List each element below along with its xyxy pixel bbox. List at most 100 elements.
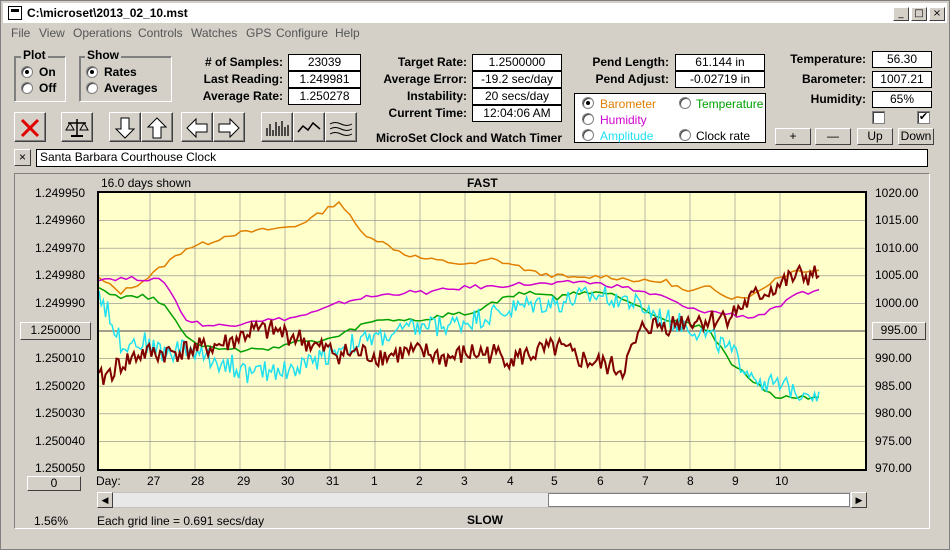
plot-group xyxy=(14,56,66,102)
left-tick: 1.250010 xyxy=(34,351,85,365)
sensor-select-box xyxy=(574,93,766,143)
left-checkbox[interactable] xyxy=(872,111,885,124)
show-rates-radio[interactable] xyxy=(86,66,98,78)
left-tick: 1.249960 xyxy=(34,213,85,227)
humidity-radio[interactable] xyxy=(582,113,594,125)
day-tick: 7 xyxy=(642,474,649,488)
pend-adjust-label: Pend Adjust: xyxy=(595,72,669,86)
plot-off-label: Off xyxy=(39,81,57,95)
red-x-icon xyxy=(20,118,40,138)
day-tick: 3 xyxy=(461,474,468,488)
instability-value: 20 secs/day xyxy=(472,88,562,105)
arrow-right-icon xyxy=(218,117,240,139)
day-tick: 27 xyxy=(147,474,161,488)
left-tick: 1.249970 xyxy=(34,241,85,255)
arrow-left-button[interactable] xyxy=(181,112,213,142)
series-line-humidity xyxy=(99,275,820,328)
histogram-button[interactable] xyxy=(261,112,293,142)
day-tick: 1 xyxy=(371,474,378,488)
day-tick: 6 xyxy=(597,474,604,488)
humidity-field-label: Humidity: xyxy=(810,92,866,106)
balance-button[interactable] xyxy=(61,112,93,142)
scroll-thumb[interactable] xyxy=(548,493,850,507)
scale-up-button[interactable]: Up xyxy=(857,128,893,145)
temperature-radio[interactable] xyxy=(679,97,691,109)
right-tick: 970.00 xyxy=(875,461,912,475)
menu-file[interactable]: File xyxy=(11,26,31,40)
show-rates-label: Rates xyxy=(104,65,137,79)
average-rate-value: 1.250278 xyxy=(288,88,361,105)
right-tick: 1020.00 xyxy=(875,186,919,200)
day-tick: 30 xyxy=(281,474,295,488)
right-center-button[interactable]: 995.00 xyxy=(872,322,926,340)
arrow-down-icon xyxy=(114,117,136,139)
left-bottom-button[interactable]: 0 xyxy=(27,476,81,491)
arrow-right-button[interactable] xyxy=(213,112,245,142)
clock-name-close-button[interactable]: × xyxy=(14,149,31,166)
day-tick: 8 xyxy=(687,474,694,488)
menu-controls[interactable]: Controls xyxy=(138,26,183,40)
app-icon xyxy=(8,6,22,20)
grid-note: Each grid line = 0.691 secs/day xyxy=(97,514,265,528)
menu-operations[interactable]: Operations xyxy=(73,26,132,40)
scale-down-button[interactable]: Down xyxy=(898,128,934,145)
days-shown-label: 16.0 days shown xyxy=(101,176,192,190)
clock-rate-radio[interactable] xyxy=(679,129,691,141)
day-tick: 5 xyxy=(551,474,558,488)
minimize-button[interactable]: _ xyxy=(893,7,909,21)
scale-plus-button[interactable]: + xyxy=(775,128,811,145)
right-checkbox[interactable]: ✔ xyxy=(917,111,930,124)
left-tick: 1.249990 xyxy=(34,296,85,310)
clock-name-field[interactable]: Santa Barbara Courthouse Clock xyxy=(36,149,928,167)
series-line-clock-rate xyxy=(99,263,820,385)
window-title: C:\microset\2013_02_10.mst xyxy=(27,6,188,20)
barometer-field-label: Barometer: xyxy=(801,72,866,86)
scroll-left-arrow-icon[interactable]: ◀ xyxy=(97,492,113,508)
menu-gps[interactable]: GPS xyxy=(246,26,272,40)
arrow-up-button[interactable] xyxy=(141,112,173,142)
show-group xyxy=(79,56,172,102)
samples-label: # of Samples: xyxy=(204,55,283,69)
last-reading-label: Last Reading: xyxy=(203,72,283,86)
amplitude-radio[interactable] xyxy=(582,129,594,141)
menu-view[interactable]: View xyxy=(39,26,65,40)
arrow-down-button[interactable] xyxy=(109,112,141,142)
menu-help[interactable]: Help xyxy=(335,26,360,40)
plot-on-radio[interactable] xyxy=(21,66,33,78)
day-tick: 9 xyxy=(732,474,739,488)
left-tick: 1.250040 xyxy=(34,434,85,448)
barometer-radio[interactable] xyxy=(582,97,594,109)
series-line-barometer xyxy=(99,200,820,301)
scroll-right-arrow-icon[interactable]: ▶ xyxy=(851,492,867,508)
plot-off-radio[interactable] xyxy=(21,82,33,94)
left-tick: 1.250050 xyxy=(34,461,85,475)
series-line-temperature xyxy=(99,287,819,400)
percent-label: 1.56% xyxy=(34,514,69,528)
menu-watches[interactable]: Watches xyxy=(191,26,238,40)
app-caption: MicroSet Clock and Watch Timer xyxy=(375,131,563,145)
clear-button[interactable] xyxy=(14,112,46,142)
slow-label: SLOW xyxy=(467,513,503,527)
right-tick: 1000.00 xyxy=(875,296,919,310)
maximize-button[interactable]: □ xyxy=(911,7,927,21)
close-button[interactable]: × xyxy=(929,7,945,21)
day-axis-label: Day: xyxy=(96,474,121,488)
right-tick: 985.00 xyxy=(875,379,912,393)
scale-minus-button[interactable]: — xyxy=(815,128,851,145)
title-bar: C:\microset\2013_02_10.mst _ □ × xyxy=(3,3,947,23)
average-rate-label: Average Rate: xyxy=(202,89,283,103)
amplitude-label: Amplitude xyxy=(600,129,654,143)
line-graph-icon xyxy=(297,121,321,133)
day-tick: 4 xyxy=(507,474,514,488)
day-tick: 10 xyxy=(775,474,789,488)
show-averages-radio[interactable] xyxy=(86,82,98,94)
balance-scale-icon xyxy=(65,119,89,137)
left-tick: 1.249980 xyxy=(34,268,85,282)
smooth-graph-button[interactable] xyxy=(325,112,357,142)
right-tick: 980.00 xyxy=(875,406,912,420)
menu-configure[interactable]: Configure xyxy=(276,26,329,40)
pend-adjust-value: -0.02719 in xyxy=(675,71,765,88)
left-center-button[interactable]: 1.250000 xyxy=(20,322,91,340)
day-tick: 29 xyxy=(237,474,251,488)
line-graph-button[interactable] xyxy=(293,112,325,142)
